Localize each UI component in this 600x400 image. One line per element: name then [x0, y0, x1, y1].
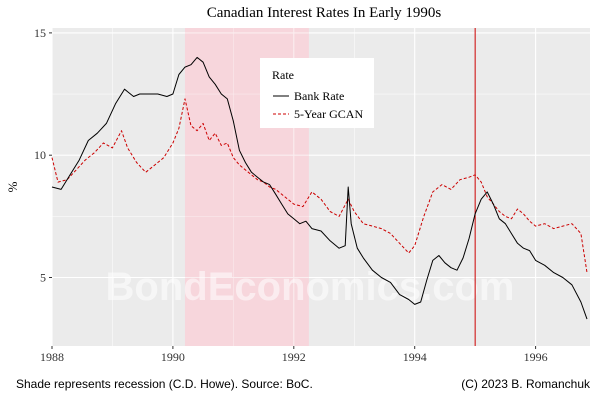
- footer-copyright: (C) 2023 B. Romanchuk: [461, 377, 591, 391]
- watermark: BondEconomics.com: [106, 265, 515, 309]
- legend-label-bank-rate: Bank Rate: [294, 89, 344, 103]
- x-tick-label: 1994: [403, 350, 427, 364]
- series-line-bank-rate: [51, 56, 588, 320]
- y-tick-label: 5: [40, 271, 46, 285]
- legend-title: Rate: [272, 68, 294, 82]
- y-axis-label: %: [5, 181, 20, 192]
- x-tick-label: 1990: [161, 350, 185, 364]
- y-tick-label: 15: [34, 26, 46, 40]
- x-axis: 1988 1990 1992 1994 1996: [40, 346, 548, 364]
- legend-box: [260, 58, 374, 128]
- legend: Rate Bank Rate 5-Year GCAN: [260, 58, 374, 128]
- x-tick-label: 1992: [282, 350, 306, 364]
- x-tick-label: 1988: [40, 350, 64, 364]
- series-layer: [51, 56, 588, 320]
- footer-source: Shade represents recession (C.D. Howe). …: [16, 377, 313, 391]
- y-tick-label: 10: [34, 148, 46, 162]
- chart-title: Canadian Interest Rates In Early 1990s: [207, 5, 442, 21]
- x-tick-label: 1996: [524, 350, 548, 364]
- y-axis: 5 10 15: [34, 26, 52, 285]
- legend-label-5yr-gcan: 5-Year GCAN: [294, 107, 363, 121]
- series-line-5-year-gcan: [51, 98, 588, 273]
